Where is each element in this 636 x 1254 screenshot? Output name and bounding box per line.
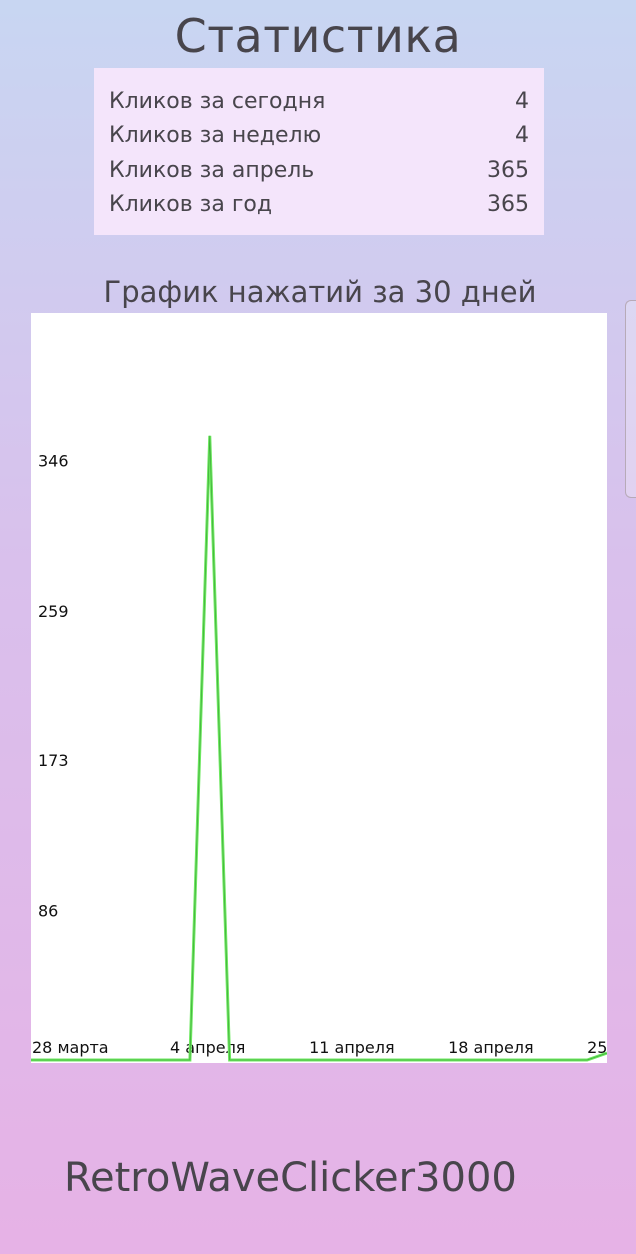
y-tick-label: 86	[38, 901, 58, 920]
side-panel-handle[interactable]	[625, 300, 636, 498]
stat-row-year: Кликов за год 365	[109, 188, 529, 223]
stat-value: 4	[515, 88, 529, 114]
stat-row-week: Кликов за неделю 4	[109, 119, 529, 154]
stat-value: 365	[487, 192, 529, 218]
series-line-core	[31, 435, 607, 1061]
app-name: RetroWaveClicker3000	[64, 1155, 517, 1201]
stat-label: Кликов за год	[109, 192, 273, 218]
clicks-chart-svg: 346 259 173 86 28 марта 4 апреля 11 апреля 18 а…	[31, 435, 607, 1062]
x-tick-label: 4 апреля	[170, 1038, 245, 1057]
x-tick-label: 11 апреля	[309, 1038, 395, 1057]
stat-row-today: Кликов за сегодня 4	[109, 84, 529, 119]
y-tick-label: 346	[38, 452, 69, 471]
x-tick-label: 25	[587, 1038, 607, 1057]
stat-label: Кликов за сегодня	[109, 88, 326, 114]
clicks-chart[interactable]: 346 259 173 86 28 марта 4 апреля 11 апреля 18 а…	[31, 313, 607, 1063]
chart-title: График нажатий за 30 дней	[103, 275, 537, 309]
stat-label: Кликов за неделю	[109, 123, 322, 149]
stat-row-month: Кликов за апрель 365	[109, 153, 529, 188]
series-line	[31, 435, 607, 1062]
stat-value: 365	[487, 157, 529, 183]
y-tick-label: 259	[38, 602, 69, 621]
x-tick-label: 18 апреля	[448, 1038, 534, 1057]
stat-label: Кликов за апрель	[109, 157, 315, 183]
stats-card: Кликов за сегодня 4 Кликов за неделю 4 К…	[94, 68, 544, 235]
x-tick-label: 28 марта	[32, 1038, 109, 1057]
stat-value: 4	[515, 123, 529, 149]
y-tick-label: 173	[38, 751, 69, 770]
page-title: Статистика	[174, 9, 462, 63]
